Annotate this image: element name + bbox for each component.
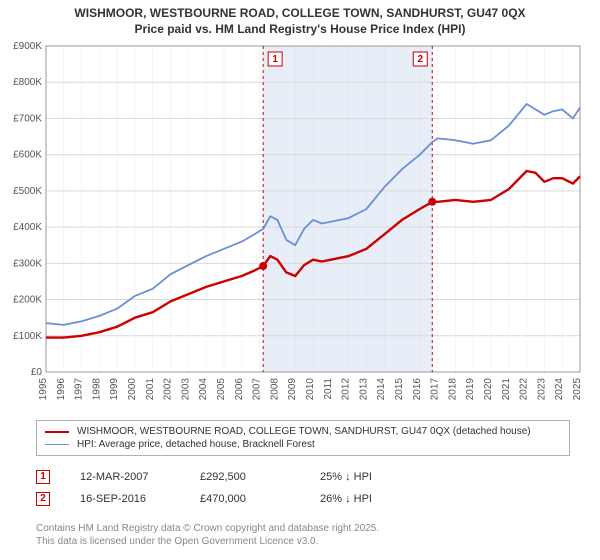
svg-text:2003: 2003 bbox=[180, 378, 191, 401]
chart-plot: £0 £100K £200K £300K £400K £500K £600K £700K £80… bbox=[0, 42, 600, 412]
svg-text:2009: 2009 bbox=[287, 378, 298, 401]
svg-text:£0: £0 bbox=[31, 367, 43, 378]
marker-badge: 1 bbox=[36, 470, 50, 484]
marker-date: 16-SEP-2016 bbox=[80, 493, 170, 505]
svg-text:2023: 2023 bbox=[536, 378, 547, 401]
svg-text:£200K: £200K bbox=[13, 295, 42, 306]
legend-item: WISHMOOR, WESTBOURNE ROAD, COLLEGE TOWN,… bbox=[45, 425, 561, 438]
svg-text:2016: 2016 bbox=[412, 378, 423, 401]
marker-delta: 25% ↓ HPI bbox=[320, 471, 410, 483]
svg-text:2024: 2024 bbox=[554, 378, 565, 401]
svg-text:£900K: £900K bbox=[13, 42, 42, 52]
svg-text:£800K: £800K bbox=[13, 77, 42, 88]
svg-text:2025: 2025 bbox=[572, 378, 583, 401]
svg-text:1997: 1997 bbox=[74, 378, 85, 401]
svg-text:£100K: £100K bbox=[13, 331, 42, 342]
legend-swatch bbox=[45, 431, 69, 433]
marker-row: 1 12-MAR-2007 £292,500 25% ↓ HPI bbox=[36, 466, 410, 488]
legend: WISHMOOR, WESTBOURNE ROAD, COLLEGE TOWN,… bbox=[36, 420, 570, 456]
chart-container: WISHMOOR, WESTBOURNE ROAD, COLLEGE TOWN,… bbox=[0, 0, 600, 560]
chart-subtitle: Price paid vs. HM Land Registry's House … bbox=[0, 22, 600, 38]
svg-text:2: 2 bbox=[417, 54, 423, 65]
svg-text:2001: 2001 bbox=[145, 378, 156, 401]
svg-text:2022: 2022 bbox=[519, 378, 530, 401]
marker-price: £470,000 bbox=[200, 493, 290, 505]
footer-attribution: Contains HM Land Registry data © Crown c… bbox=[36, 522, 379, 548]
svg-text:2019: 2019 bbox=[465, 378, 476, 401]
svg-text:1996: 1996 bbox=[56, 378, 67, 401]
svg-text:2015: 2015 bbox=[394, 378, 405, 401]
svg-text:2012: 2012 bbox=[341, 378, 352, 401]
svg-text:2008: 2008 bbox=[269, 378, 280, 401]
legend-label: WISHMOOR, WESTBOURNE ROAD, COLLEGE TOWN,… bbox=[77, 426, 531, 437]
svg-text:£500K: £500K bbox=[13, 186, 42, 197]
svg-text:2021: 2021 bbox=[501, 378, 512, 401]
marker-date: 12-MAR-2007 bbox=[80, 471, 170, 483]
footer-line-2: This data is licensed under the Open Gov… bbox=[36, 535, 379, 548]
svg-text:2006: 2006 bbox=[234, 378, 245, 401]
svg-text:£300K: £300K bbox=[13, 258, 42, 269]
svg-text:1999: 1999 bbox=[109, 378, 120, 401]
svg-text:2005: 2005 bbox=[216, 378, 227, 401]
svg-text:2000: 2000 bbox=[127, 378, 138, 401]
svg-text:2017: 2017 bbox=[430, 378, 441, 401]
svg-text:£600K: £600K bbox=[13, 150, 42, 161]
svg-text:2013: 2013 bbox=[358, 378, 369, 401]
svg-text:2014: 2014 bbox=[376, 378, 387, 401]
svg-text:£400K: £400K bbox=[13, 222, 42, 233]
svg-text:2010: 2010 bbox=[305, 378, 316, 401]
svg-text:£700K: £700K bbox=[13, 113, 42, 124]
svg-text:1998: 1998 bbox=[91, 378, 102, 401]
svg-text:1: 1 bbox=[272, 54, 278, 65]
marker-price: £292,500 bbox=[200, 471, 290, 483]
marker-delta: 26% ↓ HPI bbox=[320, 493, 410, 505]
marker-table: 1 12-MAR-2007 £292,500 25% ↓ HPI 2 16-SEP-201… bbox=[36, 466, 410, 510]
svg-text:2011: 2011 bbox=[323, 378, 334, 400]
marker-badge: 2 bbox=[36, 492, 50, 506]
legend-item: HPI: Average price, detached house, Brac… bbox=[45, 438, 561, 451]
legend-label: HPI: Average price, detached house, Brac… bbox=[77, 439, 315, 450]
svg-text:2002: 2002 bbox=[163, 378, 174, 401]
svg-text:2018: 2018 bbox=[447, 378, 458, 401]
svg-text:2004: 2004 bbox=[198, 378, 209, 401]
svg-text:2007: 2007 bbox=[252, 378, 263, 401]
svg-text:1995: 1995 bbox=[38, 378, 49, 401]
chart-title: WISHMOOR, WESTBOURNE ROAD, COLLEGE TOWN,… bbox=[0, 0, 600, 22]
legend-swatch bbox=[45, 444, 69, 445]
svg-text:2020: 2020 bbox=[483, 378, 494, 401]
footer-line-1: Contains HM Land Registry data © Crown c… bbox=[36, 522, 379, 535]
marker-row: 2 16-SEP-2016 £470,000 26% ↓ HPI bbox=[36, 488, 410, 510]
